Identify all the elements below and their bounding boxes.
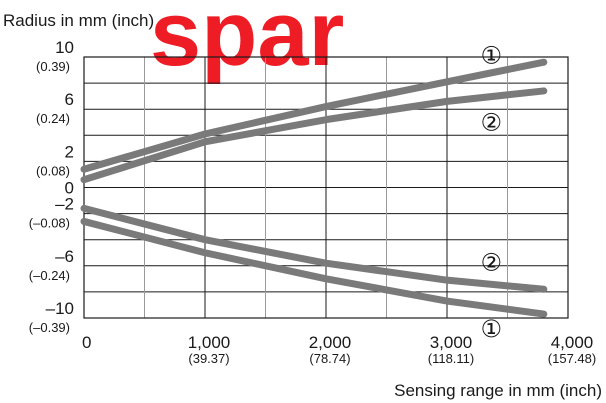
series-marker-label: ① bbox=[481, 41, 503, 69]
series-markers: ① ② ② ① bbox=[481, 41, 503, 342]
y-tick-sublabel: (–0.24) bbox=[29, 268, 70, 283]
y-tick-sublabel: (0.39) bbox=[36, 59, 70, 74]
y-tick-sublabel: (–0.08) bbox=[29, 216, 70, 231]
series-marker-label: ② bbox=[481, 108, 503, 136]
series-marker-label: ② bbox=[481, 249, 503, 277]
y-tick-label: –10 bbox=[46, 299, 74, 318]
y-axis-label: Radius in mm (inch) bbox=[3, 11, 154, 30]
x-tick-sublabel: (157.48) bbox=[548, 351, 596, 366]
x-tick-label: 2,000 bbox=[309, 333, 352, 352]
y-tick-label: 6 bbox=[65, 90, 74, 109]
series-marker-label: ① bbox=[481, 315, 503, 343]
x-tick-sublabel: (78.74) bbox=[309, 351, 350, 366]
x-tick-label: 4,000 bbox=[551, 333, 594, 352]
x-tick-label: 3,000 bbox=[430, 333, 473, 352]
y-tick-label: –6 bbox=[55, 247, 74, 266]
x-axis-label: Sensing range in mm (inch) bbox=[394, 381, 602, 400]
y-tick-sublabel: (–0.39) bbox=[29, 320, 70, 335]
y-tick-label: –2 bbox=[55, 195, 74, 214]
x-tick-label: 0 bbox=[82, 333, 91, 352]
y-tick-label: 10 bbox=[55, 38, 74, 57]
x-tick-sublabel: (39.37) bbox=[188, 351, 229, 366]
y-tick-sublabel: (0.08) bbox=[36, 163, 70, 178]
series-lines bbox=[84, 62, 544, 314]
x-tick-sublabel: (118.11) bbox=[428, 351, 475, 366]
x-tick-label: 1,000 bbox=[188, 333, 231, 352]
y-tick-label: 2 bbox=[65, 142, 74, 161]
series-line-4 bbox=[84, 221, 544, 314]
watermark-logo: spar bbox=[150, 0, 344, 85]
y-tick-sublabel: (0.24) bbox=[36, 111, 70, 126]
axis-ticks: 10 (0.39) 6 (0.24) 2 (0.08) 0 –2 (–0.08) –6 (–0.24… bbox=[29, 38, 596, 366]
